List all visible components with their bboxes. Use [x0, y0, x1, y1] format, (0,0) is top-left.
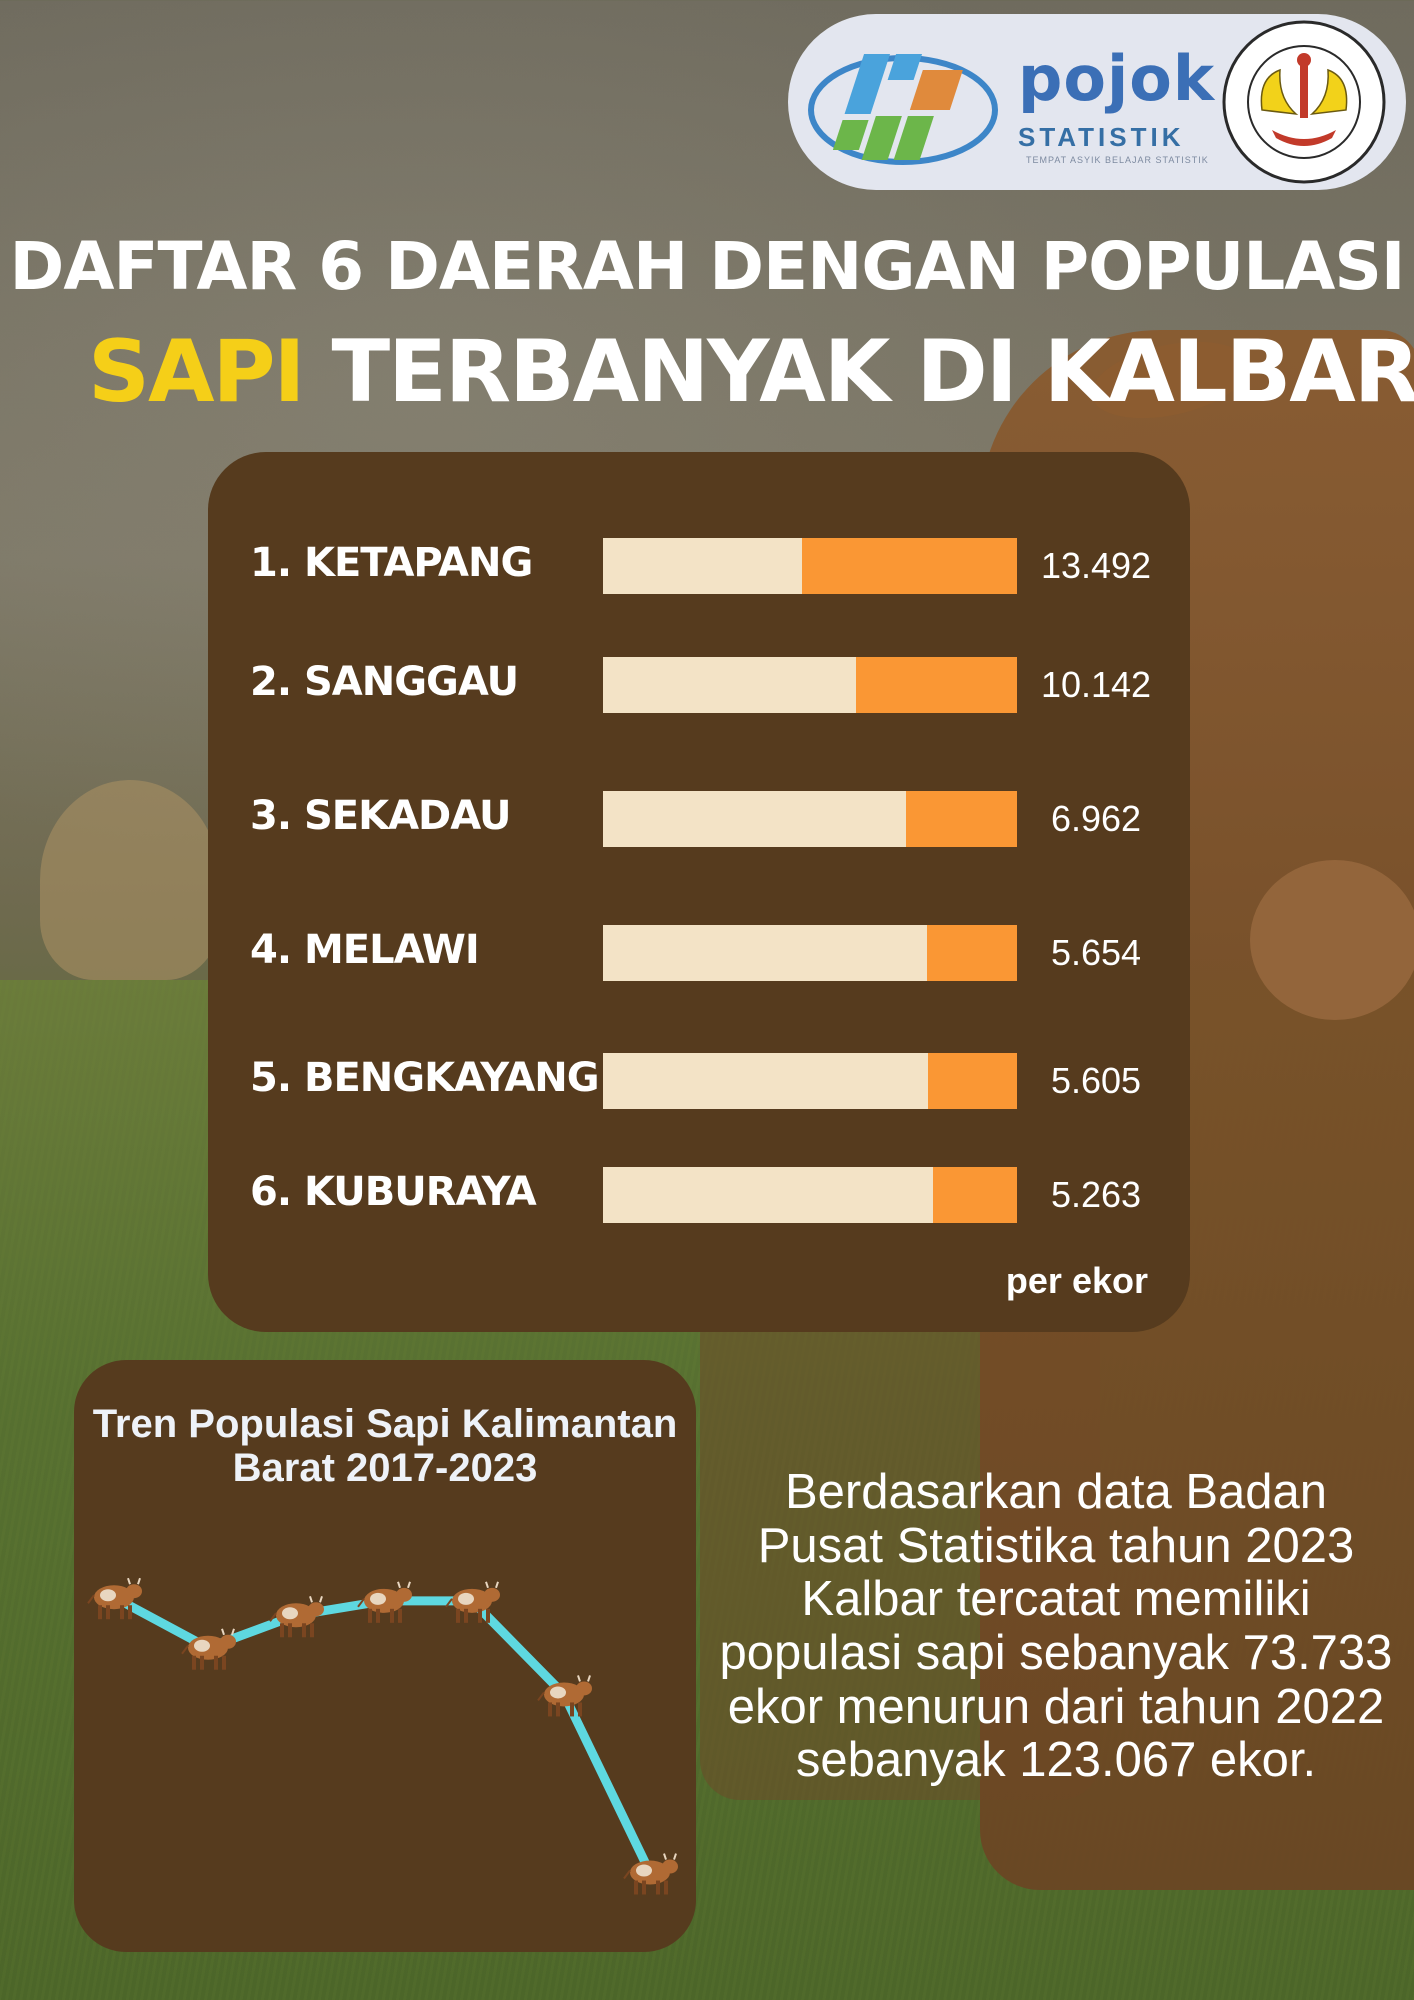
- cow-icon: [537, 1675, 592, 1717]
- bar-fill: [933, 1167, 1017, 1223]
- untan-seal-icon: [1222, 20, 1386, 184]
- bar-label: 6. KUBURAYA: [250, 1169, 537, 1215]
- cow-icon: [87, 1577, 142, 1620]
- bar-chart-panel: per ekor 1. KETAPANG 13.492 2. SANGGAU 10.1…: [208, 452, 1190, 1332]
- bar-value-label: 5.654: [1050, 932, 1142, 973]
- trend-chart-panel: Tren Populasi Sapi Kalimantan Barat 2017…: [74, 1360, 696, 1952]
- title-line-2-rest: TERBANYAK DI KALBAR: [303, 322, 1414, 422]
- trend-line: [111, 1593, 655, 1875]
- title-line-1: DAFTAR 6 DAERAH DENGAN POPULASI: [9, 228, 1406, 305]
- bar-fill: [928, 1053, 1017, 1109]
- statistik-wordmark: STATISTIK: [1018, 122, 1185, 152]
- cow-icon: [445, 1581, 500, 1623]
- bar-value-label: 5.263: [1050, 1174, 1142, 1215]
- bar-label: 2. SANGGAU: [250, 659, 519, 705]
- bar-value-label: 13.492: [1040, 545, 1152, 586]
- bar-fill: [856, 657, 1017, 713]
- cow-icon: [269, 1595, 324, 1638]
- cow-icon: [357, 1581, 412, 1623]
- bar-fill: [927, 925, 1017, 981]
- bar-label: 4. MELAWI: [250, 927, 480, 973]
- bar-label: 1. KETAPANG: [250, 540, 533, 586]
- bar-value-label: 6.962: [1050, 798, 1142, 839]
- pojok-tagline: TEMPAT ASYIK BELAJAR STATISTIK: [1026, 155, 1209, 165]
- bar-value-label: 5.605: [1050, 1060, 1142, 1101]
- trend-chart-plot: [87, 1577, 678, 1895]
- background-cow-left: [40, 780, 220, 980]
- unit-label: per ekor: [1005, 1260, 1148, 1301]
- bps-logo-icon: [808, 54, 998, 165]
- bar-fill: [802, 538, 1017, 594]
- title-line-2: SAPI TERBANYAK DI KALBAR: [88, 322, 1414, 422]
- bar-value-label: 10.142: [1040, 664, 1152, 705]
- title-highlight: SAPI: [88, 322, 306, 422]
- bar-fill: [906, 791, 1017, 847]
- cow-icon: [623, 1853, 678, 1895]
- bar-label: 3. SEKADAU: [250, 793, 511, 839]
- description-text: Berdasarkan data Badan Pusat Statistika …: [719, 1465, 1393, 1788]
- background-cow-muzzle: [1250, 860, 1414, 1020]
- cow-icon: [181, 1628, 236, 1670]
- pojok-wordmark: pojok: [1018, 42, 1216, 115]
- trend-chart-title: Tren Populasi Sapi Kalimantan Barat 2017…: [92, 1402, 678, 1490]
- bar-label: 5. BENGKAYANG: [250, 1055, 600, 1101]
